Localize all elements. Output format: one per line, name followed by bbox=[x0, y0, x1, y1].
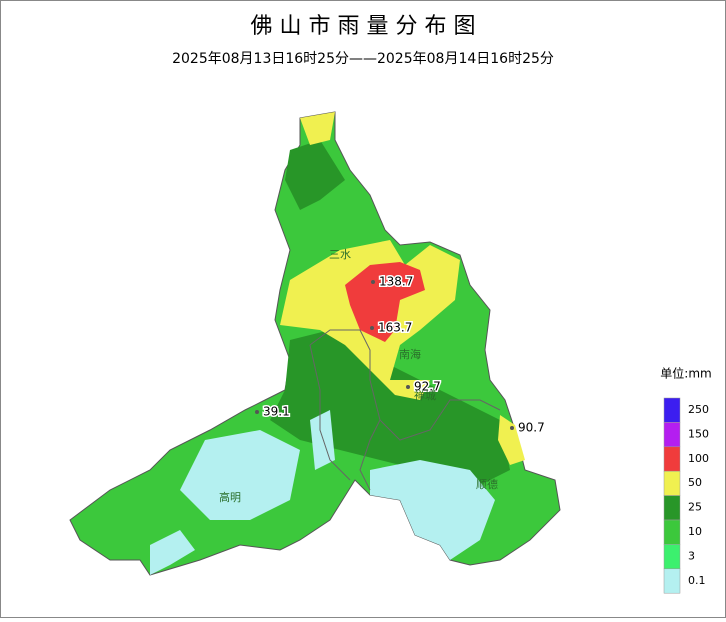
legend-label: 3 bbox=[688, 549, 695, 562]
subtitle: 2025年08月13日16时25分——2025年08月14日16时25分 bbox=[172, 51, 554, 67]
legend-label: 250 bbox=[688, 403, 709, 416]
district-border bbox=[309, 344, 351, 481]
district-name: 南海 bbox=[399, 347, 421, 361]
station-dot bbox=[370, 326, 374, 330]
district-name: 高明 bbox=[219, 490, 241, 504]
station-value: 92.7 bbox=[414, 380, 441, 394]
station-value: 39.1 bbox=[263, 405, 290, 419]
district-name: 顺德 bbox=[476, 477, 498, 491]
station-dot bbox=[406, 385, 410, 389]
legend-title: 单位:mm bbox=[660, 366, 711, 381]
district-name: 三水 bbox=[329, 248, 351, 261]
legend-swatch bbox=[663, 544, 681, 570]
station-dot bbox=[255, 410, 259, 414]
region-25 bbox=[285, 140, 345, 210]
region-01 bbox=[370, 460, 495, 560]
region-50 bbox=[300, 112, 335, 145]
station-value: 163.7 bbox=[378, 321, 412, 335]
station-dot bbox=[510, 426, 514, 430]
region-01 bbox=[150, 530, 195, 575]
station-value: 138.7 bbox=[379, 275, 413, 289]
legend-label: 25 bbox=[688, 501, 702, 514]
map bbox=[69, 111, 561, 576]
legend-swatch bbox=[663, 470, 681, 496]
region-01 bbox=[180, 430, 300, 520]
legend-swatch bbox=[663, 446, 681, 472]
region-100 bbox=[345, 262, 425, 342]
legend-swatch bbox=[663, 495, 681, 521]
legend-swatch bbox=[663, 519, 681, 545]
legend-label: 100 bbox=[688, 452, 709, 465]
legend-label: 150 bbox=[688, 427, 709, 440]
legend-label: 50 bbox=[688, 476, 702, 489]
legend-swatch bbox=[663, 422, 681, 448]
station-dot bbox=[371, 280, 375, 284]
legend-swatch bbox=[663, 568, 681, 594]
legend-label: 10 bbox=[688, 525, 702, 538]
title: 佛 山 市 雨 量 分 布 图 bbox=[251, 14, 476, 39]
region-50 bbox=[498, 415, 525, 465]
district-name: 禅城 bbox=[414, 388, 436, 402]
legend-swatch bbox=[663, 397, 681, 423]
region-25 bbox=[270, 330, 510, 490]
district-border bbox=[359, 419, 381, 491]
legend-label: 0.1 bbox=[688, 574, 706, 587]
station-value: 90.7 bbox=[518, 421, 545, 435]
legend: 单位:mm 250 150 100 50 25 10 3 0.1 bbox=[660, 366, 712, 594]
